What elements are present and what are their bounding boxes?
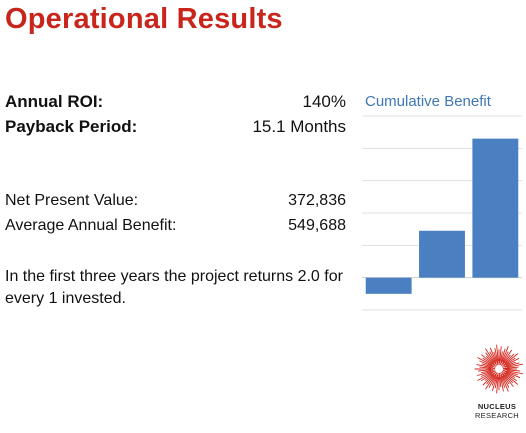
logo-ray	[504, 374, 514, 384]
logo-ray	[485, 348, 498, 366]
metric-label: Average Annual Benefit:	[5, 217, 177, 234]
logo-line-2: RESEARCH	[474, 411, 520, 420]
logo-ray	[493, 351, 499, 366]
logo-ray	[506, 370, 524, 375]
logo-ray	[502, 375, 510, 388]
logo-ray	[502, 351, 509, 363]
logo-ray	[503, 372, 519, 385]
logo-ray	[477, 369, 494, 372]
logo-ray	[502, 370, 517, 382]
logo-line-1: NUCLEUS	[477, 402, 517, 411]
nucleus-research-logo-icon	[474, 344, 524, 394]
logo-ray	[479, 366, 496, 370]
investment-note: In the first three years the project ret…	[5, 268, 343, 307]
metric-value: 15.1 Months	[252, 117, 346, 136]
logo-ray	[485, 352, 495, 364]
logo-ray	[489, 351, 497, 364]
logo-ray	[505, 357, 520, 366]
logo-ray	[485, 373, 497, 390]
logo-ray	[496, 344, 499, 362]
logo-ray	[501, 373, 510, 385]
metric-value: 372,836	[288, 192, 346, 209]
logo-ray	[488, 372, 498, 388]
logo-ray	[482, 371, 497, 386]
logo-ray	[504, 369, 521, 372]
logo-ray	[494, 372, 499, 389]
logo-ray	[482, 357, 493, 365]
logo-ray	[479, 360, 496, 368]
logo-ray	[500, 372, 509, 392]
chart-bar	[419, 230, 465, 278]
logo-ray	[496, 376, 499, 394]
logo-ray	[502, 354, 511, 365]
logo-ray	[503, 357, 516, 367]
logo-ray	[491, 374, 498, 391]
logo-ray	[481, 354, 497, 367]
metric-label: Payback Period:	[5, 117, 138, 136]
logo-ray	[500, 374, 506, 388]
logo-ray	[500, 376, 504, 392]
logo-ray	[477, 370, 492, 377]
logo-ray	[502, 366, 519, 370]
logo-ray	[481, 373, 493, 382]
logo-ray	[506, 363, 524, 368]
logo-ray	[502, 369, 518, 376]
logo-ray	[504, 353, 515, 364]
logo-ray	[505, 372, 516, 378]
logo-ray	[501, 353, 519, 367]
metric-annual-roi: Annual ROI: 140%	[5, 92, 346, 112]
logo-ray	[500, 349, 513, 366]
metric-label: Net Present Value:	[5, 192, 139, 209]
logo-ray	[500, 346, 509, 364]
chart-bar	[472, 138, 519, 278]
logo-ray	[499, 346, 502, 364]
logo-wordmark: NUCLEUS RESEARCH	[466, 402, 526, 420]
logo-ray	[504, 362, 520, 368]
logo-ray	[499, 348, 506, 366]
logo-ray	[501, 371, 514, 387]
page-title: Operational Results	[5, 3, 283, 35]
logo-ray	[504, 370, 521, 379]
logo-ray	[494, 348, 499, 364]
chart-bar	[365, 277, 412, 294]
metric-value: 140%	[302, 92, 346, 111]
metric-label: Annual ROI:	[5, 92, 104, 111]
logo-ray	[484, 372, 495, 381]
logo-ray	[481, 369, 496, 373]
logo-ray	[498, 372, 502, 387]
chart-title: Cumulative Benefit	[365, 93, 491, 110]
logo-ray	[502, 361, 516, 368]
logo-ray	[480, 370, 494, 377]
logo-ray	[485, 355, 496, 366]
metric-average-annual-benefit: Average Annual Benefit: 549,688	[5, 217, 346, 235]
logo-ray	[476, 364, 494, 369]
metric-value: 549,688	[288, 217, 346, 234]
logo-ray	[486, 374, 495, 385]
logo-ray	[481, 363, 492, 368]
metric-net-present-value: Net Present Value: 372,836	[5, 192, 346, 210]
cumulative-benefit-chart	[362, 115, 522, 311]
logo-ray	[477, 357, 494, 367]
logo-ray	[500, 351, 503, 362]
logo-ray	[489, 347, 497, 362]
metric-payback-period: Payback Period: 15.1 Months	[5, 117, 346, 137]
logo-ray	[477, 370, 496, 381]
logo-ray	[491, 376, 497, 386]
